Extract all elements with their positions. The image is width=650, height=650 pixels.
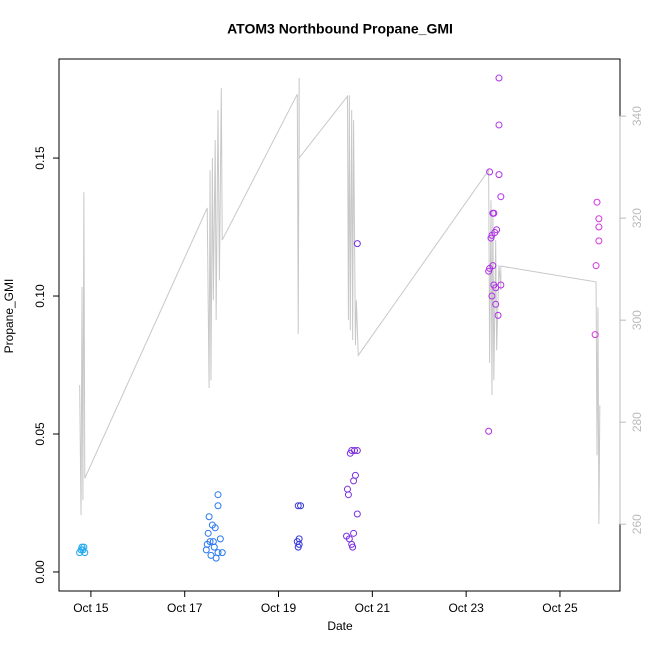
- point: [211, 524, 219, 532]
- point: [486, 168, 494, 176]
- point: [497, 193, 505, 201]
- point: [488, 292, 496, 300]
- point: [216, 535, 224, 543]
- point: [212, 554, 220, 562]
- point: [205, 513, 213, 521]
- point: [592, 262, 600, 270]
- y-tick-label: 0.00: [33, 560, 47, 584]
- point: [204, 529, 212, 537]
- point: [490, 209, 498, 217]
- y2-tick-label: 260: [630, 514, 644, 534]
- point: [595, 237, 603, 245]
- x-tick-label: Oct 19: [261, 601, 297, 615]
- x-axis-label: Date: [327, 619, 353, 633]
- point: [353, 447, 361, 455]
- point: [595, 223, 603, 231]
- x-tick-label: Oct 17: [167, 601, 203, 615]
- point: [595, 215, 603, 223]
- point: [209, 538, 217, 546]
- y-tick-label: 0.05: [33, 422, 47, 446]
- x-tick-label: Oct 25: [542, 601, 578, 615]
- point: [344, 491, 352, 499]
- y-tick-label: 0.15: [33, 146, 47, 170]
- y2-tick-label: 320: [630, 208, 644, 228]
- x-tick-label: Oct 21: [355, 601, 391, 615]
- point: [495, 121, 503, 129]
- point: [495, 171, 503, 179]
- y2-tick-label: 300: [630, 310, 644, 330]
- point: [214, 491, 222, 499]
- point: [350, 477, 358, 485]
- point: [297, 502, 305, 510]
- point: [495, 74, 503, 82]
- point: [207, 551, 215, 559]
- point: [353, 240, 361, 248]
- y-axis-label: Propane_GMI: [2, 279, 16, 354]
- secondary-line: [79, 77, 601, 525]
- point: [591, 331, 599, 339]
- x-tick-label: Oct 23: [448, 601, 484, 615]
- point: [218, 549, 226, 557]
- point: [294, 502, 302, 510]
- y2-tick-label: 340: [630, 106, 644, 126]
- point: [294, 543, 302, 551]
- point: [349, 543, 357, 551]
- point: [492, 284, 500, 292]
- point: [202, 546, 210, 554]
- chart-title: ATOM3 Northbound Propane_GMI: [227, 21, 453, 37]
- point: [485, 427, 493, 435]
- plot-frame: [58, 58, 621, 592]
- point: [350, 529, 358, 537]
- point: [346, 449, 354, 457]
- point: [593, 198, 601, 206]
- point: [343, 485, 351, 493]
- point: [81, 549, 89, 557]
- point: [492, 300, 500, 308]
- y-tick-label: 0.10: [33, 284, 47, 308]
- point: [485, 267, 493, 275]
- point: [487, 234, 495, 242]
- point: [494, 311, 502, 319]
- point: [497, 281, 505, 289]
- y2-tick-label: 280: [630, 412, 644, 432]
- point: [210, 543, 218, 551]
- point: [214, 502, 222, 510]
- x-tick-label: Oct 15: [73, 601, 109, 615]
- point: [353, 510, 361, 518]
